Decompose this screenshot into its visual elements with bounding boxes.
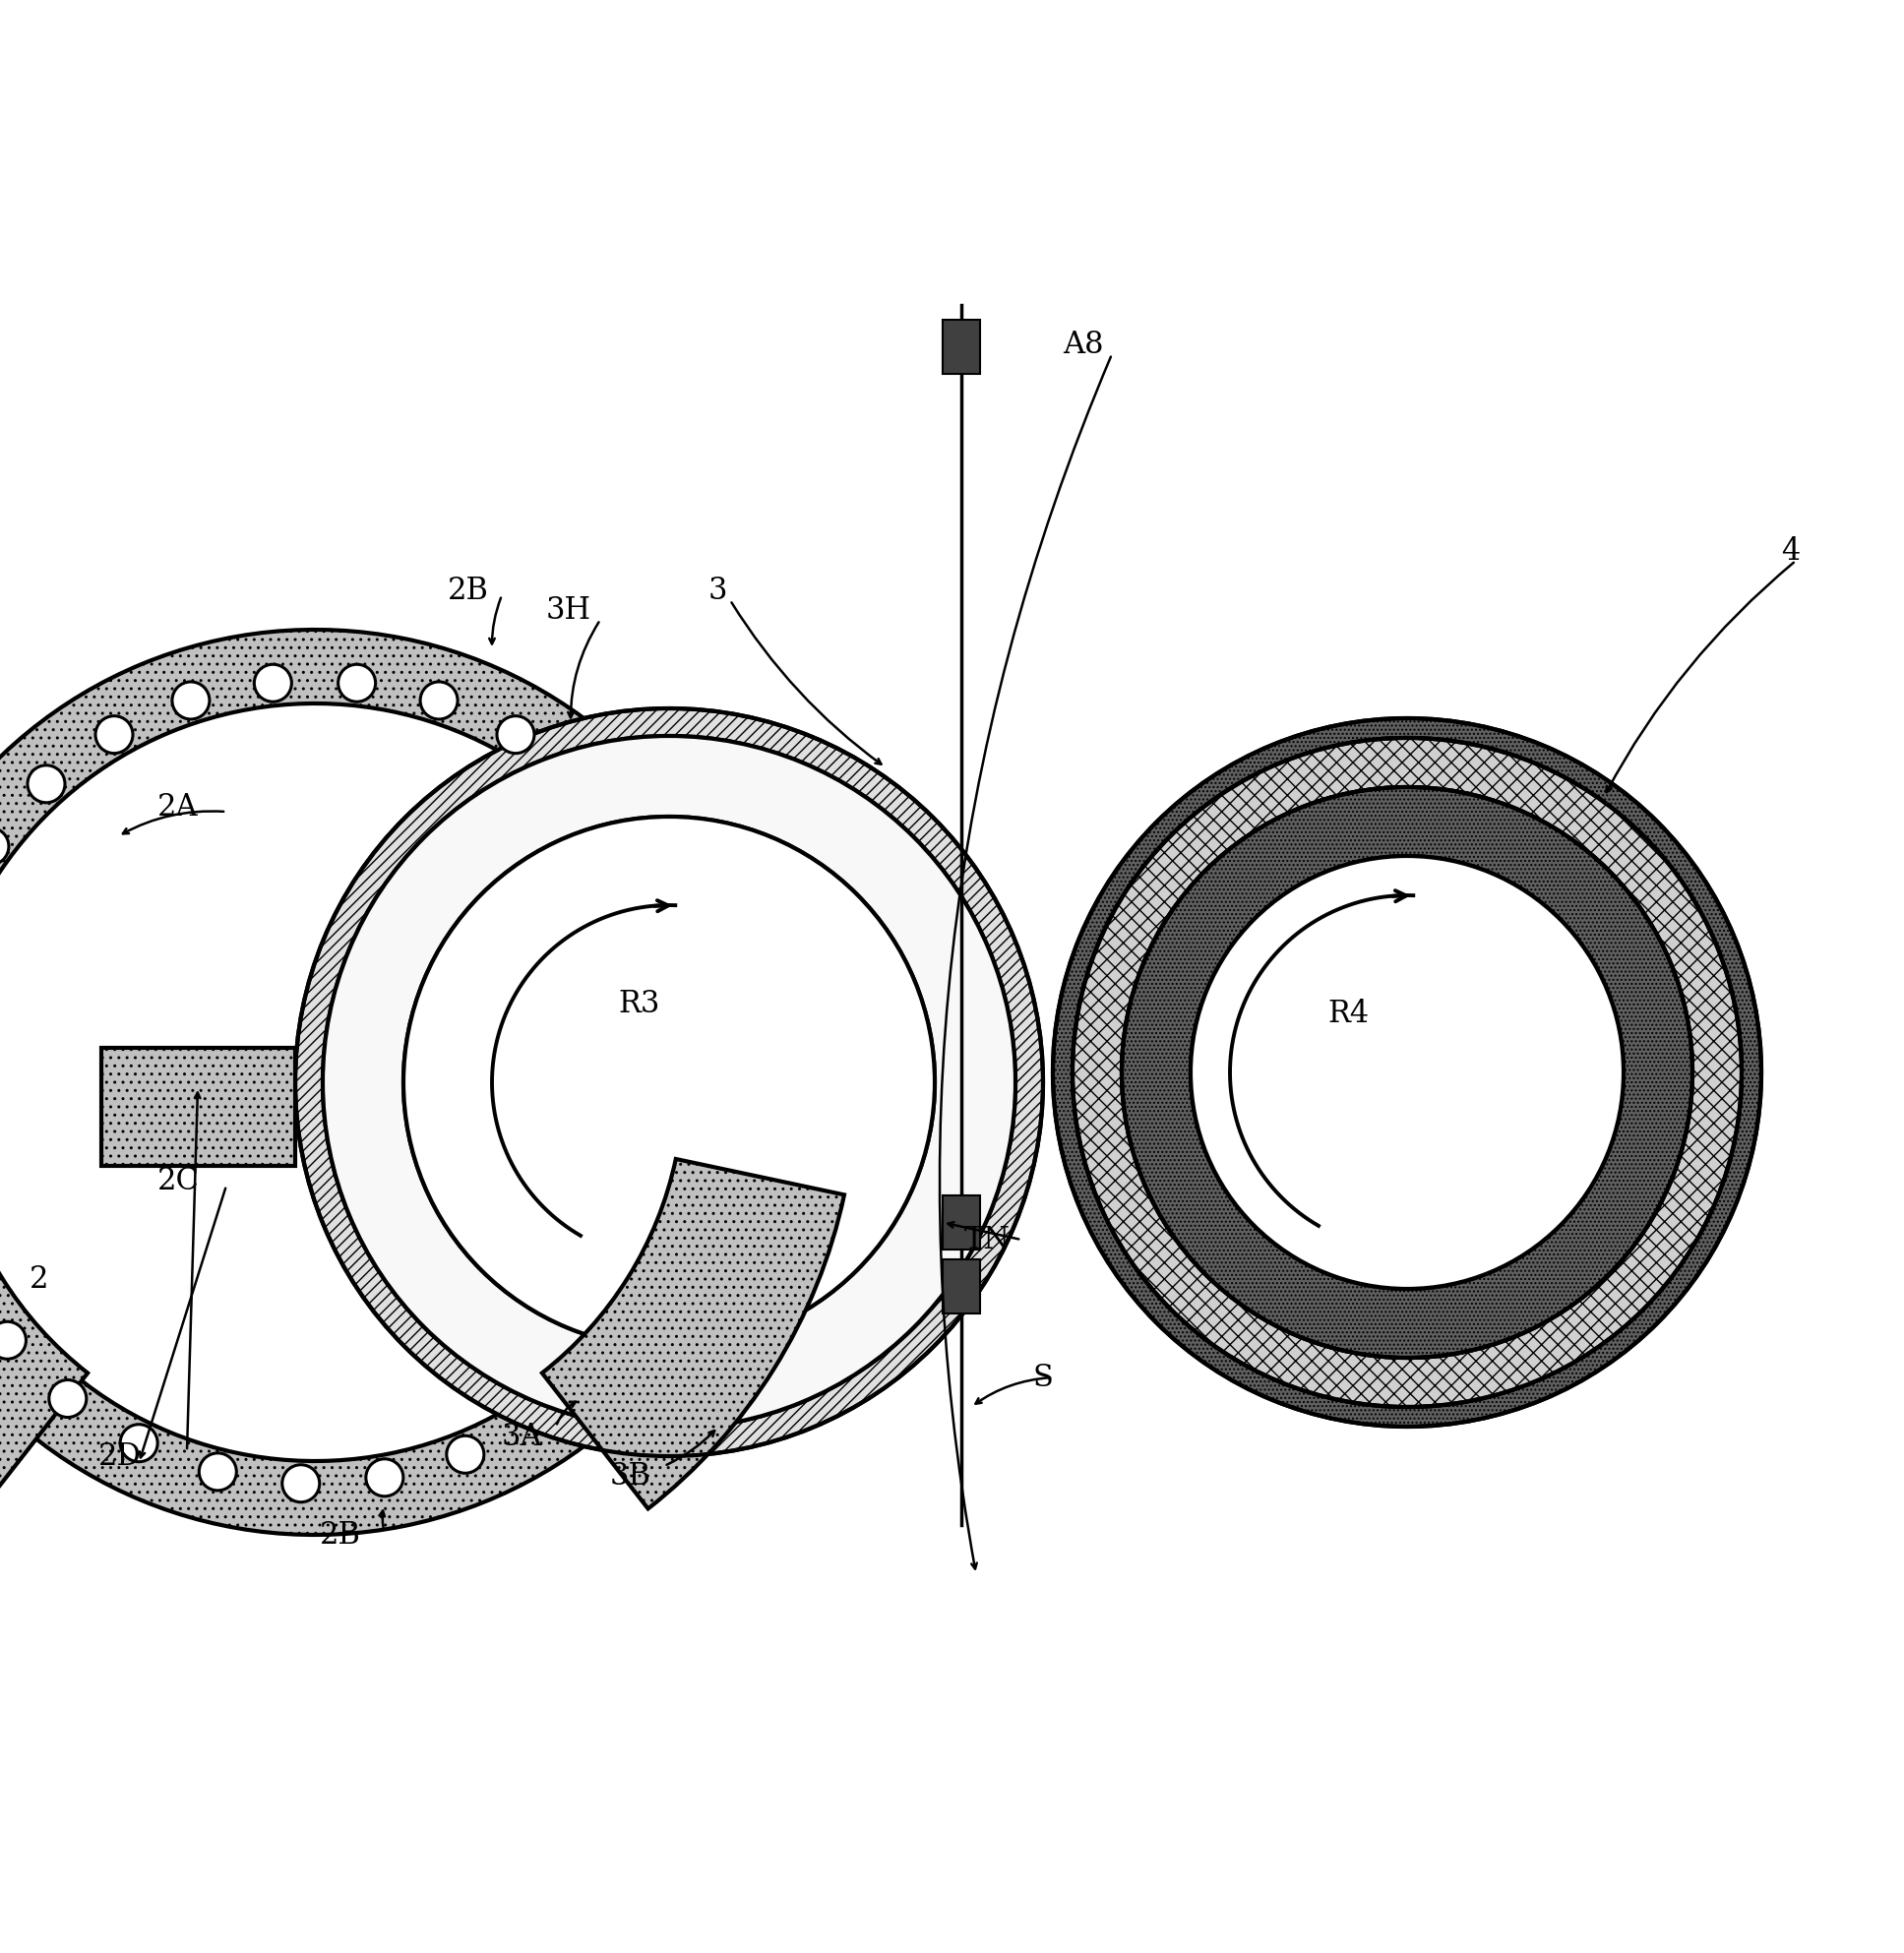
Wedge shape <box>295 709 1043 1457</box>
Wedge shape <box>0 629 634 1535</box>
Circle shape <box>200 1453 236 1490</box>
Circle shape <box>497 717 535 754</box>
Wedge shape <box>324 736 1015 1428</box>
Text: 2A: 2A <box>158 791 198 822</box>
Text: A8: A8 <box>1062 330 1104 359</box>
Text: R4: R4 <box>1327 998 1369 1029</box>
Circle shape <box>171 682 209 719</box>
Circle shape <box>120 1424 158 1461</box>
Circle shape <box>50 1381 86 1418</box>
Bar <box>942 1195 981 1250</box>
Text: 3: 3 <box>708 574 727 605</box>
Text: S: S <box>1034 1361 1053 1392</box>
Text: R3: R3 <box>619 988 661 1019</box>
Wedge shape <box>1072 738 1742 1406</box>
Circle shape <box>366 1459 404 1496</box>
Circle shape <box>404 816 935 1348</box>
Text: 4: 4 <box>1780 535 1799 566</box>
Wedge shape <box>1053 719 1761 1426</box>
Wedge shape <box>1121 787 1693 1357</box>
Circle shape <box>0 1322 27 1359</box>
Wedge shape <box>543 1158 843 1508</box>
Circle shape <box>27 766 65 803</box>
Circle shape <box>255 664 291 701</box>
Text: TN: TN <box>963 1225 1011 1256</box>
Circle shape <box>339 664 375 701</box>
Text: 2B: 2B <box>320 1519 362 1551</box>
Text: 3H: 3H <box>546 596 592 625</box>
Text: 3A: 3A <box>503 1422 543 1451</box>
Circle shape <box>421 682 457 719</box>
Circle shape <box>95 717 133 754</box>
Bar <box>942 320 981 373</box>
Circle shape <box>447 1435 484 1473</box>
Bar <box>942 1260 981 1314</box>
Text: 3B: 3B <box>609 1461 651 1490</box>
Circle shape <box>0 828 10 865</box>
Circle shape <box>1190 855 1624 1289</box>
Bar <box>101 1049 295 1166</box>
Circle shape <box>282 1465 320 1502</box>
Text: 2: 2 <box>30 1264 50 1295</box>
Text: 2C: 2C <box>158 1166 200 1195</box>
Text: 2D: 2D <box>99 1441 141 1471</box>
Text: 2B: 2B <box>447 574 489 605</box>
Wedge shape <box>0 1158 88 1508</box>
